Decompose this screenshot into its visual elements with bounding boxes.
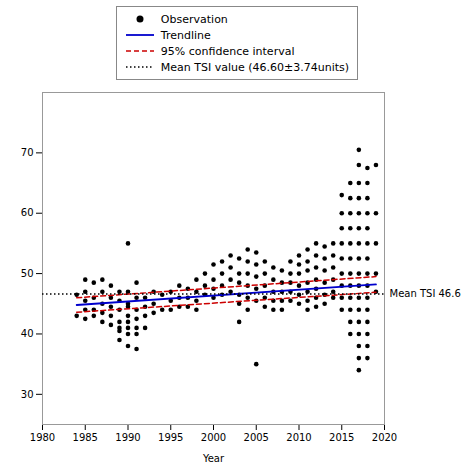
svg-text:Mean TSI 46.6: Mean TSI 46.6	[390, 288, 461, 299]
svg-text:70: 70	[21, 147, 34, 158]
svg-text:1990: 1990	[115, 432, 140, 443]
svg-text:1980: 1980	[30, 432, 55, 443]
html-text:Observation: Observation	[160, 12, 228, 26]
svg-text:2000: 2000	[201, 432, 226, 443]
svg-text:60: 60	[21, 207, 34, 218]
svg-text:50: 50	[21, 268, 34, 279]
svg-text:2005: 2005	[244, 432, 269, 443]
html-text:95% confidence interval: 95% confidence interval	[160, 44, 295, 58]
svg-text:1995: 1995	[158, 432, 183, 443]
svg-text:1985: 1985	[73, 432, 98, 443]
svg-text:40: 40	[21, 328, 34, 339]
svg-text:2020: 2020	[372, 432, 397, 443]
svg-text:Year: Year	[202, 453, 225, 464]
svg-text:2010: 2010	[286, 432, 311, 443]
html-text:Mean TSI value (46.60±3.74unit: Mean TSI value (46.60±3.74units)	[160, 60, 350, 74]
svg-text:30: 30	[21, 389, 34, 400]
html-text:Trendline: Trendline	[160, 28, 211, 42]
svg-text:2015: 2015	[329, 432, 354, 443]
